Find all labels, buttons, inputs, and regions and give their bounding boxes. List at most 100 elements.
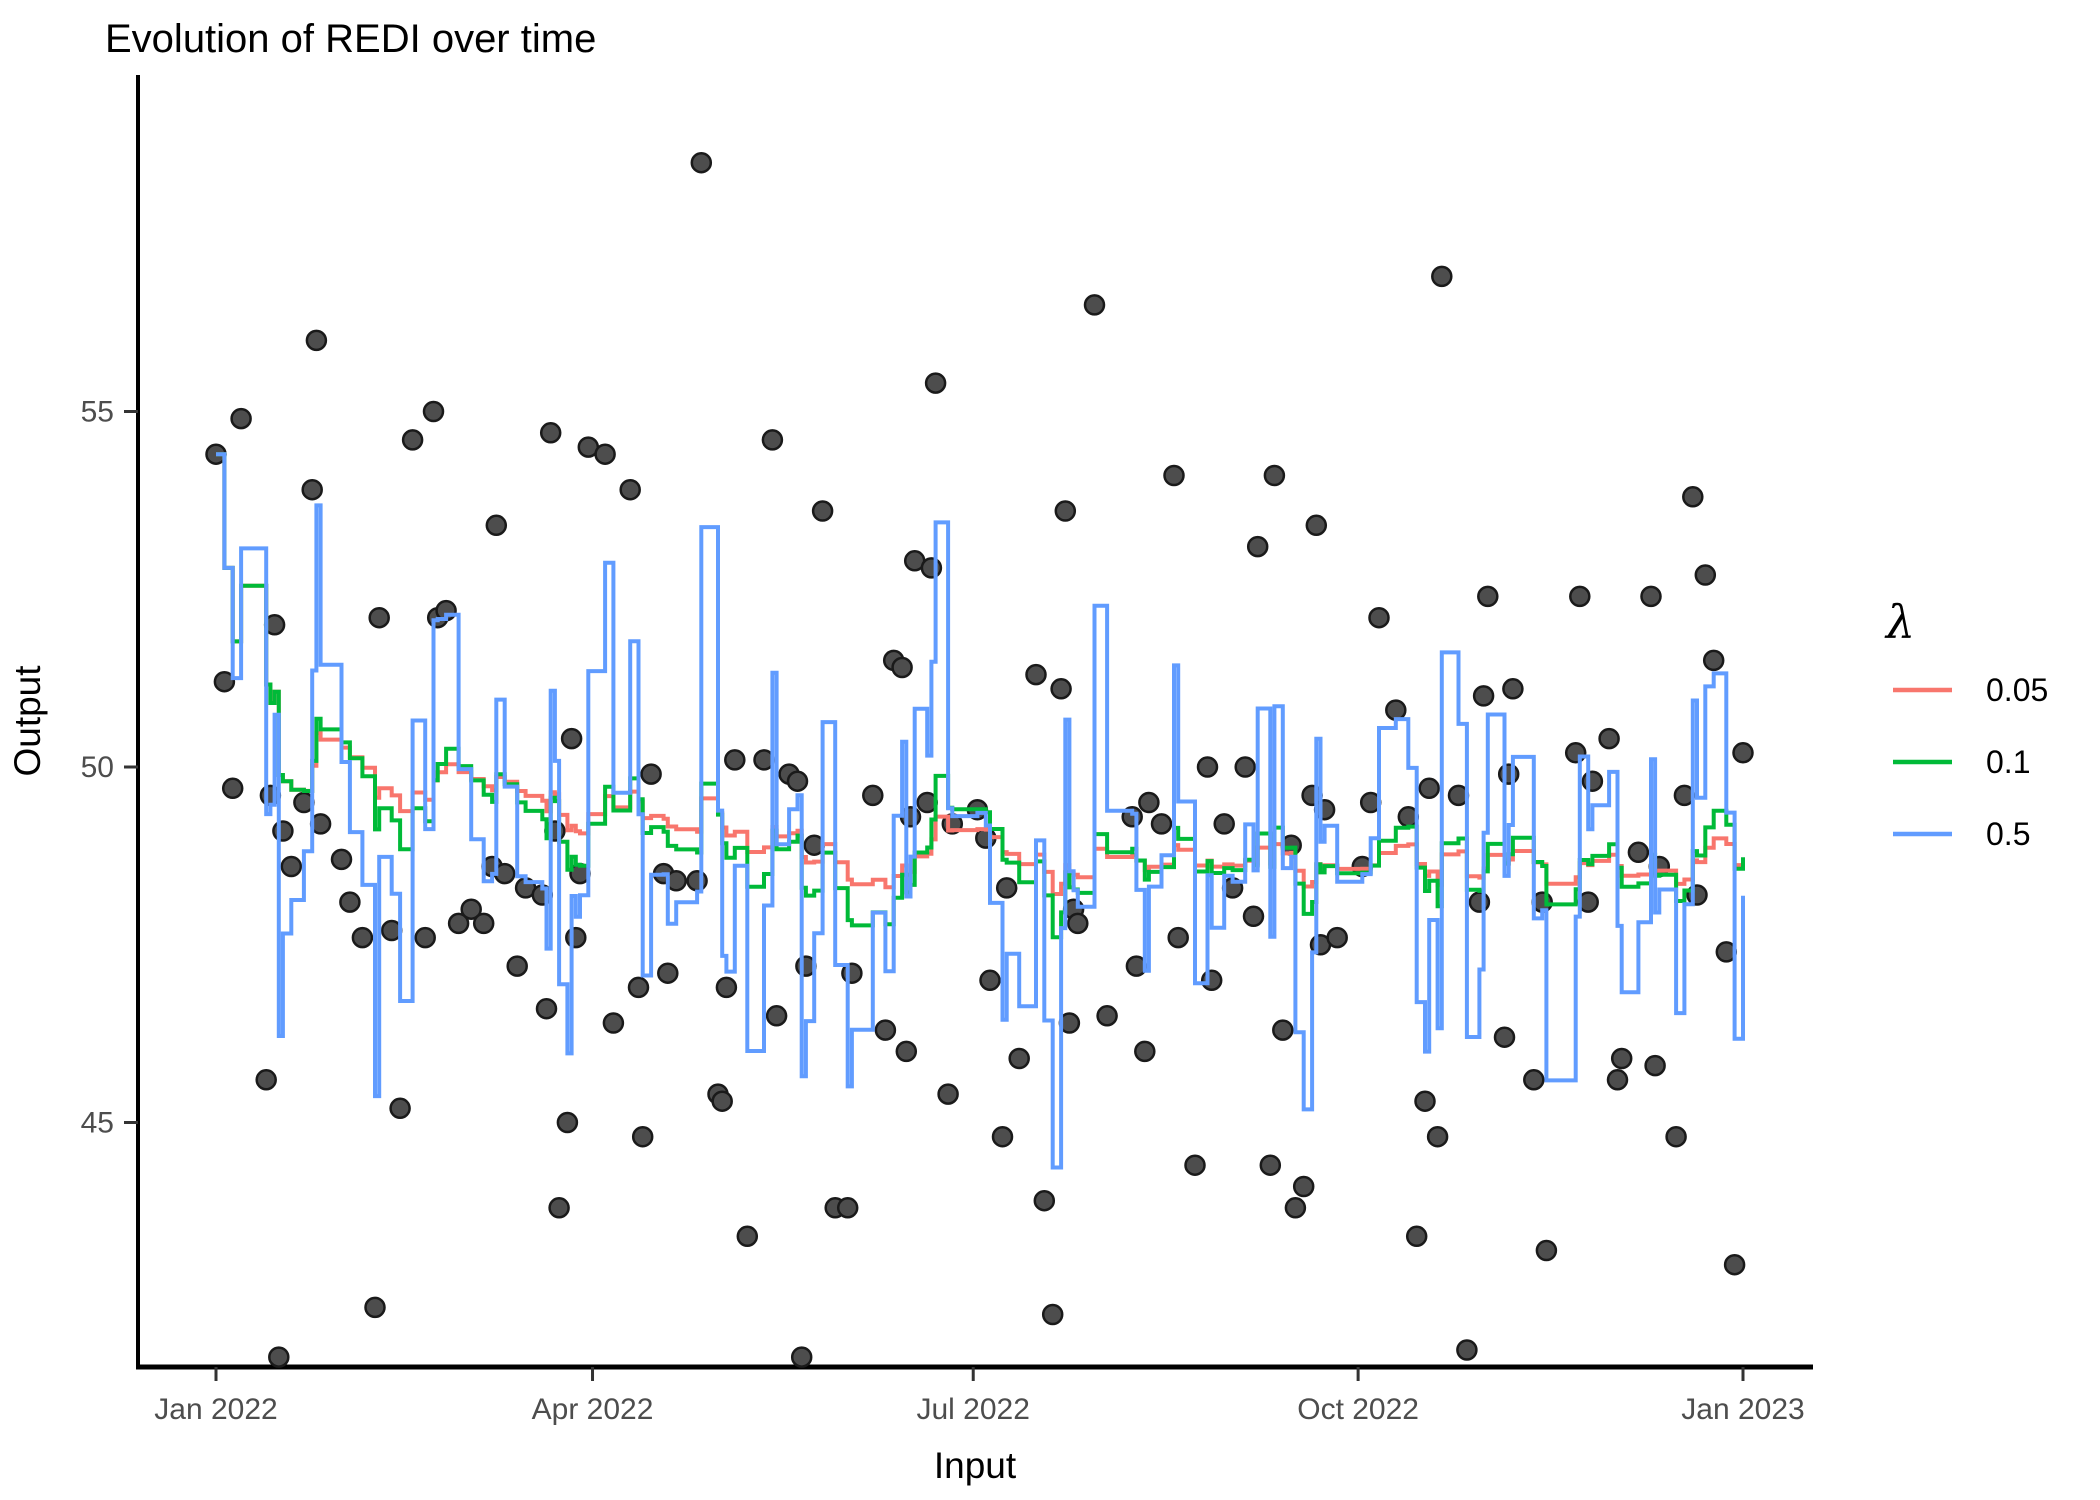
- legend-entry-label: 0.5: [1986, 816, 2030, 852]
- data-point: [640, 763, 662, 785]
- data-point: [1732, 742, 1754, 764]
- data-point: [422, 400, 445, 423]
- data-point: [1163, 464, 1185, 487]
- data-point: [1246, 535, 1269, 558]
- data-point: [786, 770, 809, 792]
- data-point: [389, 1097, 411, 1120]
- data-point: [765, 1005, 788, 1027]
- data-point: [1041, 1303, 1064, 1326]
- data-point: [1523, 1069, 1545, 1091]
- legend-entry-label: 0.05: [1986, 672, 2048, 708]
- data-point: [1263, 464, 1286, 487]
- data-point: [1054, 500, 1077, 522]
- data-point: [280, 855, 303, 878]
- data-point: [1242, 905, 1265, 928]
- data-point: [1284, 1197, 1307, 1219]
- data-point: [790, 1346, 813, 1368]
- data-point: [657, 962, 679, 984]
- data-point: [1259, 1154, 1282, 1176]
- data-point: [1497, 763, 1520, 785]
- data-point: [937, 1083, 959, 1105]
- redi-line-0.5: [216, 452, 1745, 1170]
- y-tick-label: 55: [81, 396, 114, 429]
- data-point: [594, 443, 616, 465]
- data-point: [1644, 1054, 1666, 1077]
- data-point: [1405, 1225, 1428, 1248]
- data-point: [619, 478, 641, 501]
- data-point: [1606, 1069, 1629, 1091]
- data-point: [301, 478, 323, 501]
- data-point: [1682, 486, 1704, 508]
- data-point: [1610, 1047, 1633, 1070]
- data-point: [1502, 678, 1524, 700]
- data-point: [339, 891, 361, 913]
- data-point: [351, 926, 374, 949]
- data-point: [1150, 813, 1173, 835]
- legend-entry-label: 0.1: [1986, 744, 2030, 780]
- x-tick-label: Jan 2022: [154, 1393, 277, 1426]
- data-point: [724, 749, 746, 771]
- data-point: [991, 1125, 1014, 1148]
- data-point: [711, 1090, 733, 1112]
- data-point: [836, 1197, 859, 1219]
- data-point: [1686, 884, 1708, 906]
- chart-title: Evolution of REDI over time: [105, 17, 596, 61]
- data-point: [1213, 813, 1235, 835]
- data-point: [330, 848, 353, 871]
- axes: Jan 2022 Apr 2022 Jul 2022 Oct 2022 Jan 2023…: [81, 75, 1813, 1426]
- data-point: [895, 1040, 918, 1063]
- data-point: [560, 727, 583, 750]
- data-point: [539, 422, 562, 444]
- data-point: [565, 926, 587, 949]
- data-point: [1472, 685, 1495, 707]
- data-point: [1702, 649, 1725, 672]
- data-point: [1665, 1125, 1687, 1148]
- data-point: [1564, 742, 1587, 764]
- data-point: [920, 557, 943, 579]
- data-point: [268, 1346, 290, 1368]
- data-point: [506, 955, 528, 977]
- data-point: [1067, 912, 1089, 935]
- data-point: [995, 877, 1018, 899]
- data-point: [221, 777, 244, 800]
- data-point: [1033, 1189, 1056, 1212]
- data-point: [1723, 1253, 1746, 1276]
- data-point: [1326, 926, 1348, 949]
- data-point: [1493, 1026, 1516, 1048]
- data-point: [548, 1197, 570, 1219]
- data-point: [535, 997, 558, 1020]
- data-point: [485, 514, 508, 537]
- data-point: [364, 1296, 386, 1319]
- data-point: [1234, 756, 1256, 778]
- data-point: [1305, 514, 1328, 537]
- data-point: [631, 1125, 654, 1148]
- data-point: [736, 1225, 759, 1248]
- data-point: [272, 820, 294, 842]
- legend-title: λ: [1884, 595, 1915, 649]
- data-point: [715, 976, 738, 999]
- x-tick-label: Jan 2023: [1681, 1393, 1804, 1426]
- data-point: [1083, 294, 1106, 316]
- data-point: [230, 407, 252, 430]
- data-point: [1025, 663, 1047, 686]
- data-point: [213, 670, 236, 693]
- data-point: [1535, 1239, 1558, 1262]
- data-point: [924, 372, 947, 394]
- data-point: [1627, 841, 1650, 864]
- data-point: [305, 329, 328, 352]
- data-point: [1694, 564, 1717, 586]
- redi-lines: [216, 452, 1745, 1170]
- data-point: [556, 1111, 579, 1134]
- data-point: [1414, 1090, 1436, 1112]
- data-point: [862, 784, 884, 807]
- data-point: [368, 606, 390, 629]
- redi-line-0.05: [216, 452, 1745, 896]
- data-point: [1292, 1175, 1315, 1198]
- data-point: [472, 912, 495, 935]
- data-point: [1581, 770, 1604, 792]
- data-point: [460, 898, 482, 920]
- data-point: [414, 926, 436, 949]
- scatter-points: [205, 151, 1754, 1368]
